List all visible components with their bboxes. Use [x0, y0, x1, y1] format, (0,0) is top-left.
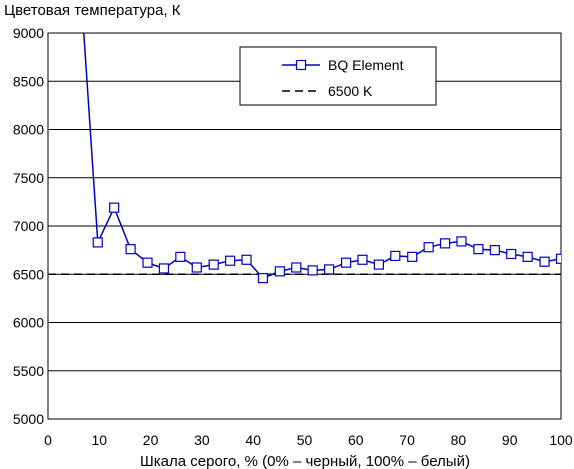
- x-axis-label: Шкала серого, % (0% – черный, 100% – бел…: [140, 453, 470, 469]
- data-point: [142, 257, 153, 268]
- grid-lines: [48, 80, 561, 372]
- data-point: [340, 257, 352, 268]
- data-point: [92, 237, 103, 248]
- x-tick-label: 50: [297, 432, 313, 448]
- data-point: [175, 251, 186, 262]
- x-tick-label: 30: [194, 432, 210, 448]
- data-point: [225, 255, 236, 266]
- x-tick-label: 40: [245, 432, 261, 448]
- x-tick-label: 20: [143, 432, 159, 448]
- y-tick-label: 7500: [13, 170, 44, 186]
- y-tick-labels: 5000 5500 6000 6500 7000 7500 8000 8500 9000: [13, 25, 44, 427]
- x-tick-label: 80: [451, 432, 467, 448]
- y-tick-label: 7000: [13, 218, 44, 234]
- data-point: [109, 202, 120, 213]
- data-point: [291, 262, 302, 273]
- x-tick-label: 10: [92, 432, 108, 448]
- legend-box: [239, 46, 437, 106]
- y-tick-label: 6000: [13, 315, 44, 331]
- data-point: [456, 236, 467, 247]
- y-tick-label: 8500: [13, 73, 44, 89]
- data-point: [522, 251, 533, 262]
- y-tick-label: 8000: [13, 122, 44, 138]
- x-tick-label: 90: [502, 432, 518, 448]
- x-tick-label: 0: [44, 432, 52, 448]
- data-point: [324, 264, 335, 275]
- data-point: [489, 245, 500, 256]
- data-point: [307, 265, 318, 276]
- y-tick-label: 6500: [13, 266, 44, 282]
- data-point: [390, 250, 401, 262]
- x-tick-label: 70: [399, 432, 415, 448]
- data-point: [555, 253, 561, 264]
- x-tick-label: 60: [348, 432, 364, 448]
- data-point: [407, 251, 418, 262]
- data-point: [191, 262, 202, 273]
- data-point: [257, 273, 269, 284]
- data-point: [506, 248, 517, 260]
- legend-label-bq-element: BQ Element: [328, 57, 404, 73]
- data-point: [158, 263, 170, 274]
- series-layer: [48, 33, 561, 284]
- data-point: [208, 259, 219, 270]
- legend-label-6500k: 6500 K: [328, 83, 373, 99]
- x-tick-labels: 0 10 20 30 40 50 60 70 80 90 100: [44, 432, 573, 448]
- y-tick-label: 9000: [13, 25, 44, 41]
- y-tick-label: 5500: [13, 363, 44, 379]
- data-point: [439, 238, 451, 249]
- legend: BQ Element 6500 K: [239, 46, 437, 106]
- data-point: [539, 256, 550, 267]
- legend-marker-bq-element: [295, 59, 307, 71]
- data-point: [125, 244, 136, 255]
- y-axis-label: Цветовая температура, К: [4, 2, 181, 19]
- data-point: [423, 242, 434, 253]
- x-tick-label: 100: [549, 432, 573, 448]
- data-point: [373, 259, 384, 270]
- data-point: [357, 254, 368, 265]
- data-point: [473, 244, 484, 255]
- data-point: [274, 266, 285, 277]
- y-tick-label: 5000: [13, 411, 44, 427]
- data-point: [241, 254, 252, 265]
